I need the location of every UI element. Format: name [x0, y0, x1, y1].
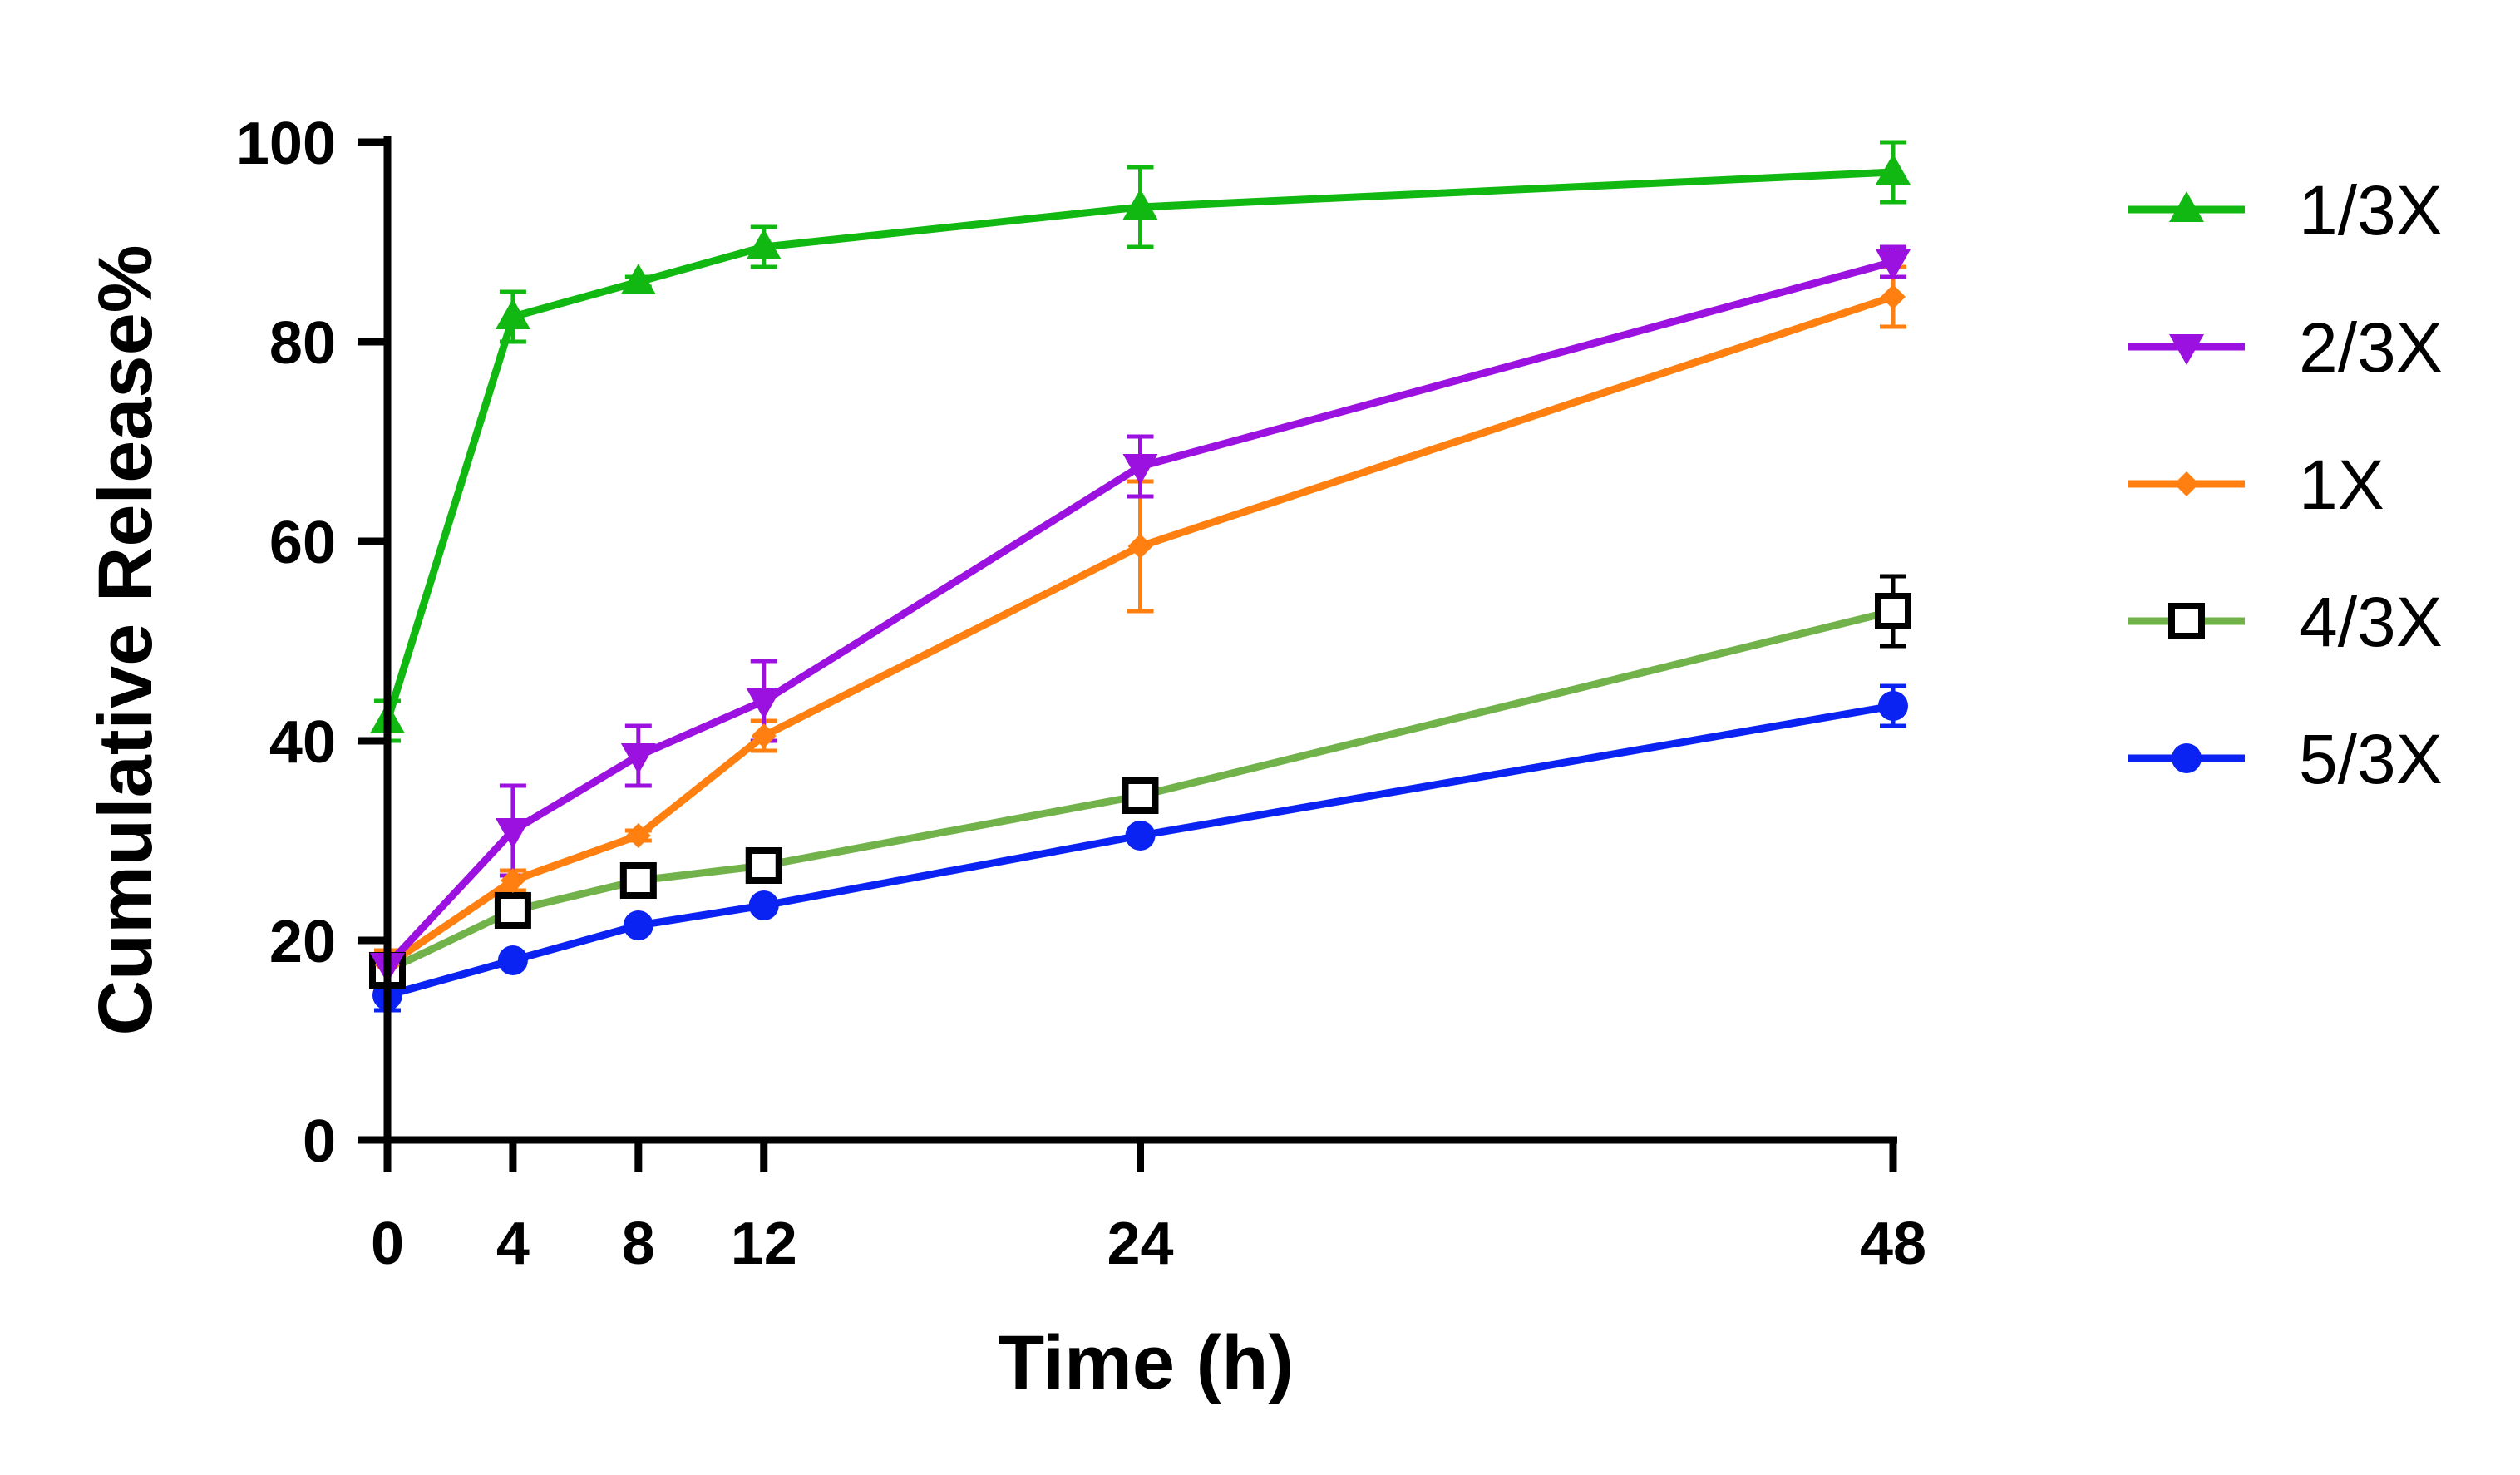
series-line: [386, 702, 1894, 999]
data-point: [497, 945, 528, 975]
x-axis-title: Time (h): [998, 1320, 1294, 1405]
legend-item: 5/3X: [2128, 720, 2443, 798]
y-tick-label: 60: [269, 510, 336, 576]
data-point: [1878, 691, 1908, 721]
y-ticks: 0 20 40 60 80 100: [236, 111, 387, 1175]
data-point: [625, 823, 651, 848]
legend-marker: [2169, 191, 2204, 222]
series-line: [385, 293, 1895, 969]
data-point: [748, 890, 779, 920]
y-tick-label: 40: [269, 709, 336, 776]
legend-item: 1/3X: [2128, 171, 2443, 249]
data-point: [1122, 454, 1158, 485]
x-tick-label: 48: [1860, 1211, 1926, 1277]
data-point: [746, 688, 782, 719]
series-line: [383, 168, 1894, 723]
data-point: [746, 229, 782, 259]
legend-item: 1X: [2128, 446, 2384, 524]
y-tick-label: 0: [303, 1108, 336, 1175]
error-bars: [374, 140, 1906, 1013]
data-point: [745, 847, 782, 884]
legend-label: 1X: [2299, 446, 2384, 524]
series-lines: [383, 168, 1895, 999]
legend: 1/3X 2/3X 1X 4/3X 5/3X: [2128, 171, 2443, 798]
legend-marker: [2172, 743, 2202, 773]
data-point: [495, 818, 530, 849]
data-point: [620, 264, 656, 294]
data-point: [1127, 534, 1153, 559]
data-point: [1125, 821, 1156, 851]
data-point: [1881, 284, 1906, 309]
data-point: [1875, 593, 1911, 629]
data-point: [751, 723, 777, 748]
x-ticks: 0 4 8 12 24 48: [371, 1140, 1926, 1277]
data-point: [1122, 189, 1158, 220]
data-point: [494, 892, 531, 929]
x-tick-label: 12: [731, 1211, 797, 1277]
series-line: [384, 258, 1895, 969]
data-point: [495, 298, 530, 329]
legend-item: 4/3X: [2128, 583, 2443, 661]
data-point: [500, 868, 525, 893]
data-point: [1876, 154, 1911, 185]
legend-marker: [2169, 334, 2204, 365]
legend-marker: [2174, 471, 2199, 496]
x-tick-label: 24: [1107, 1211, 1173, 1277]
data-point: [623, 910, 653, 940]
data-point: [1122, 777, 1159, 814]
data-point: [620, 743, 656, 774]
legend-label: 1/3X: [2299, 171, 2443, 249]
data-point: [1876, 249, 1911, 280]
series-line: [386, 607, 1895, 974]
y-tick-label: 100: [236, 111, 336, 177]
data-point: [619, 862, 657, 899]
data-markers: [369, 154, 1911, 1010]
y-tick-label: 80: [269, 310, 336, 377]
legend-label: 4/3X: [2299, 583, 2443, 661]
x-tick-label: 0: [371, 1211, 404, 1277]
legend-item: 2/3X: [2128, 308, 2443, 387]
x-tick-label: 4: [496, 1211, 530, 1277]
x-tick-label: 8: [622, 1211, 655, 1277]
legend-label: 5/3X: [2299, 720, 2443, 798]
legend-marker: [2168, 603, 2205, 639]
y-axis-title: Cumulative Release%: [83, 244, 168, 1035]
y-tick-label: 20: [269, 909, 336, 975]
legend-label: 2/3X: [2299, 308, 2443, 387]
